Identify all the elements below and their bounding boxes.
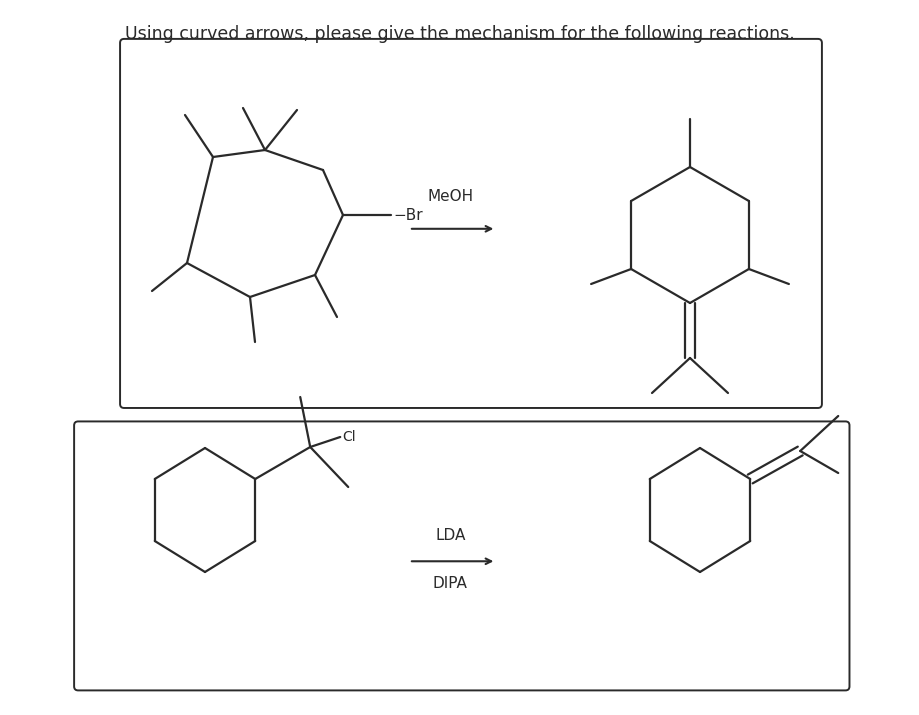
Text: MeOH: MeOH: [427, 189, 473, 204]
Text: −Br: −Br: [393, 207, 423, 222]
Text: DIPA: DIPA: [433, 576, 468, 591]
FancyBboxPatch shape: [120, 39, 822, 408]
FancyBboxPatch shape: [74, 421, 849, 691]
Text: LDA: LDA: [435, 528, 466, 543]
Text: Cl: Cl: [342, 430, 356, 444]
Text: Using curved arrows, please give the mechanism for the following reactions.: Using curved arrows, please give the mec…: [125, 25, 794, 43]
